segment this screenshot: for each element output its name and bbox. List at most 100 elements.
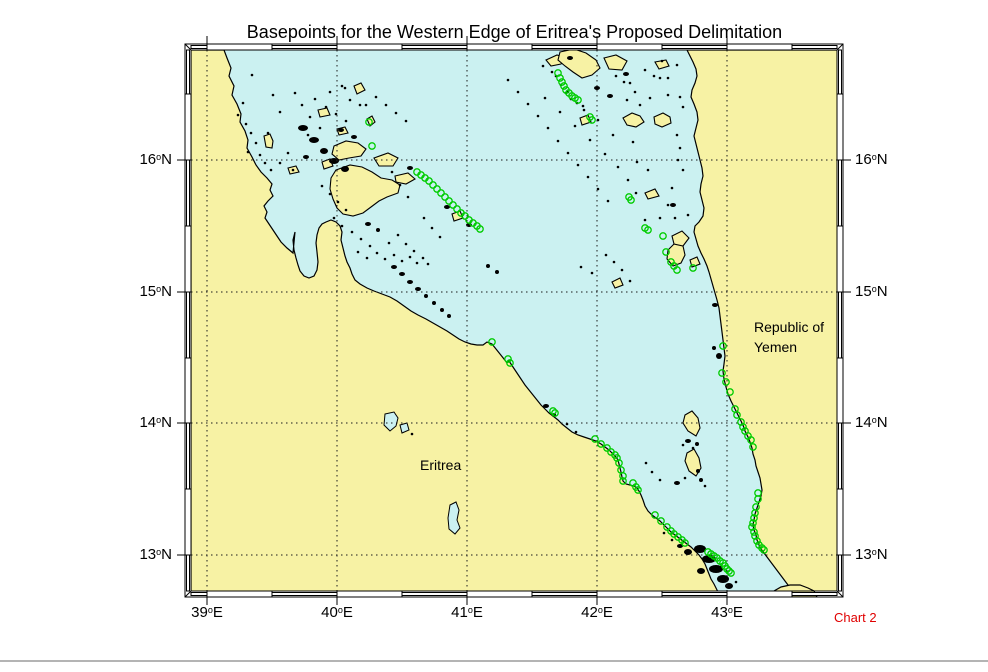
- basepoint-marker: [748, 523, 756, 531]
- basepoint-marker: [554, 69, 562, 77]
- islet-dot: [576, 163, 580, 167]
- islet-dot: [675, 133, 679, 137]
- basepoint-marker: [597, 440, 605, 448]
- islet-dot: [250, 73, 254, 77]
- islet-dot: [588, 138, 592, 142]
- frame-segment: [186, 291, 190, 359]
- islet-dot: [258, 153, 262, 157]
- islet: [391, 265, 397, 269]
- basepoint-marker: [760, 546, 768, 554]
- basepoint-marker: [726, 388, 734, 396]
- islet-dot: [244, 122, 248, 126]
- frame-segment: [401, 592, 468, 596]
- frame-segment: [186, 159, 190, 227]
- tick-label-lon-39e: 39oE: [191, 604, 223, 621]
- islet-dot: [324, 105, 328, 109]
- islet-dot: [318, 126, 322, 130]
- tick-label-lat-right-15n: 15oN: [855, 283, 888, 300]
- islet-dot: [678, 95, 682, 99]
- frame-segment: [190, 592, 208, 596]
- islet-dot: [541, 64, 545, 68]
- islet-dot: [666, 203, 670, 207]
- frame-segment: [838, 159, 842, 227]
- label-republic-of-yemen: Republic of Yemen: [754, 317, 824, 357]
- frame-segment: [466, 43, 533, 51]
- islet: [685, 439, 691, 443]
- islet-dot: [384, 103, 388, 107]
- islet: [725, 583, 733, 589]
- islet: [697, 568, 705, 574]
- basepoint-marker: [750, 528, 758, 536]
- basepoint-marker: [429, 181, 437, 189]
- islet-dot: [635, 160, 639, 164]
- islet-dot: [681, 443, 685, 447]
- islet-dot: [643, 218, 647, 222]
- basepoint-marker: [488, 338, 496, 346]
- island: [353, 82, 366, 95]
- islet-dot: [683, 476, 687, 480]
- islet: [699, 478, 703, 482]
- frame-segment: [184, 93, 192, 161]
- frame-corner: [184, 43, 192, 51]
- islet-dot: [628, 81, 632, 85]
- islet-dot: [415, 261, 419, 265]
- frame-corner: [836, 590, 844, 598]
- islet-dot: [328, 192, 332, 196]
- basepoint-marker: [558, 78, 566, 86]
- basepoint-marker: [659, 232, 667, 240]
- islet-dot: [392, 253, 396, 257]
- tick-label-lat-left-14n: 14oN: [139, 414, 172, 431]
- frame-segment: [836, 225, 844, 293]
- islet-dot: [516, 90, 520, 94]
- lake: [383, 411, 399, 432]
- basepoint-marker: [556, 74, 564, 82]
- frame-segment: [336, 43, 403, 51]
- label-yemen-line1: Republic of: [754, 319, 825, 335]
- islet-dot: [269, 168, 273, 172]
- island: [263, 133, 274, 149]
- islet: [684, 549, 692, 555]
- frame-segment: [186, 49, 190, 95]
- islet-dot: [650, 470, 654, 474]
- islet: [623, 72, 629, 76]
- islet-dot: [612, 260, 616, 264]
- basepoint-marker: [560, 82, 568, 90]
- islet: [309, 137, 319, 143]
- islet: [320, 148, 328, 154]
- basepoint-marker: [425, 177, 433, 185]
- islet-dot: [670, 538, 674, 542]
- basepoint-marker: [504, 355, 512, 363]
- islet-dot: [590, 271, 594, 275]
- islet-dot: [675, 63, 679, 67]
- frame-segment: [184, 357, 192, 424]
- label-yemen-line2: Yemen: [754, 339, 798, 355]
- islet-dot: [681, 168, 685, 172]
- islet-dot: [263, 161, 267, 165]
- basepoint-marker: [603, 444, 611, 452]
- frame-segment: [596, 590, 663, 598]
- basepoint-marker: [689, 264, 697, 272]
- islet-dot: [359, 237, 363, 241]
- islet-dot: [628, 279, 632, 283]
- island: [622, 112, 645, 128]
- frame-outer: [184, 43, 844, 598]
- islet-dot: [666, 76, 670, 80]
- islet-dot: [558, 110, 562, 114]
- coastline-eritrea: [191, 50, 719, 591]
- islet: [415, 287, 421, 291]
- islet-dot: [328, 90, 332, 94]
- islet-dot: [249, 131, 253, 135]
- basepoint-marker: [551, 409, 559, 417]
- islet-dot: [313, 97, 317, 101]
- frame-segment: [401, 45, 468, 49]
- islet: [407, 280, 413, 284]
- frame-segment: [190, 45, 208, 49]
- frame-segment: [596, 43, 663, 51]
- islet-dot: [291, 168, 295, 172]
- islet-dot: [673, 216, 677, 220]
- islet-dot: [343, 86, 347, 90]
- islet-dot: [430, 226, 434, 230]
- islet-dot: [626, 178, 630, 182]
- basepoint-marker: [445, 197, 453, 205]
